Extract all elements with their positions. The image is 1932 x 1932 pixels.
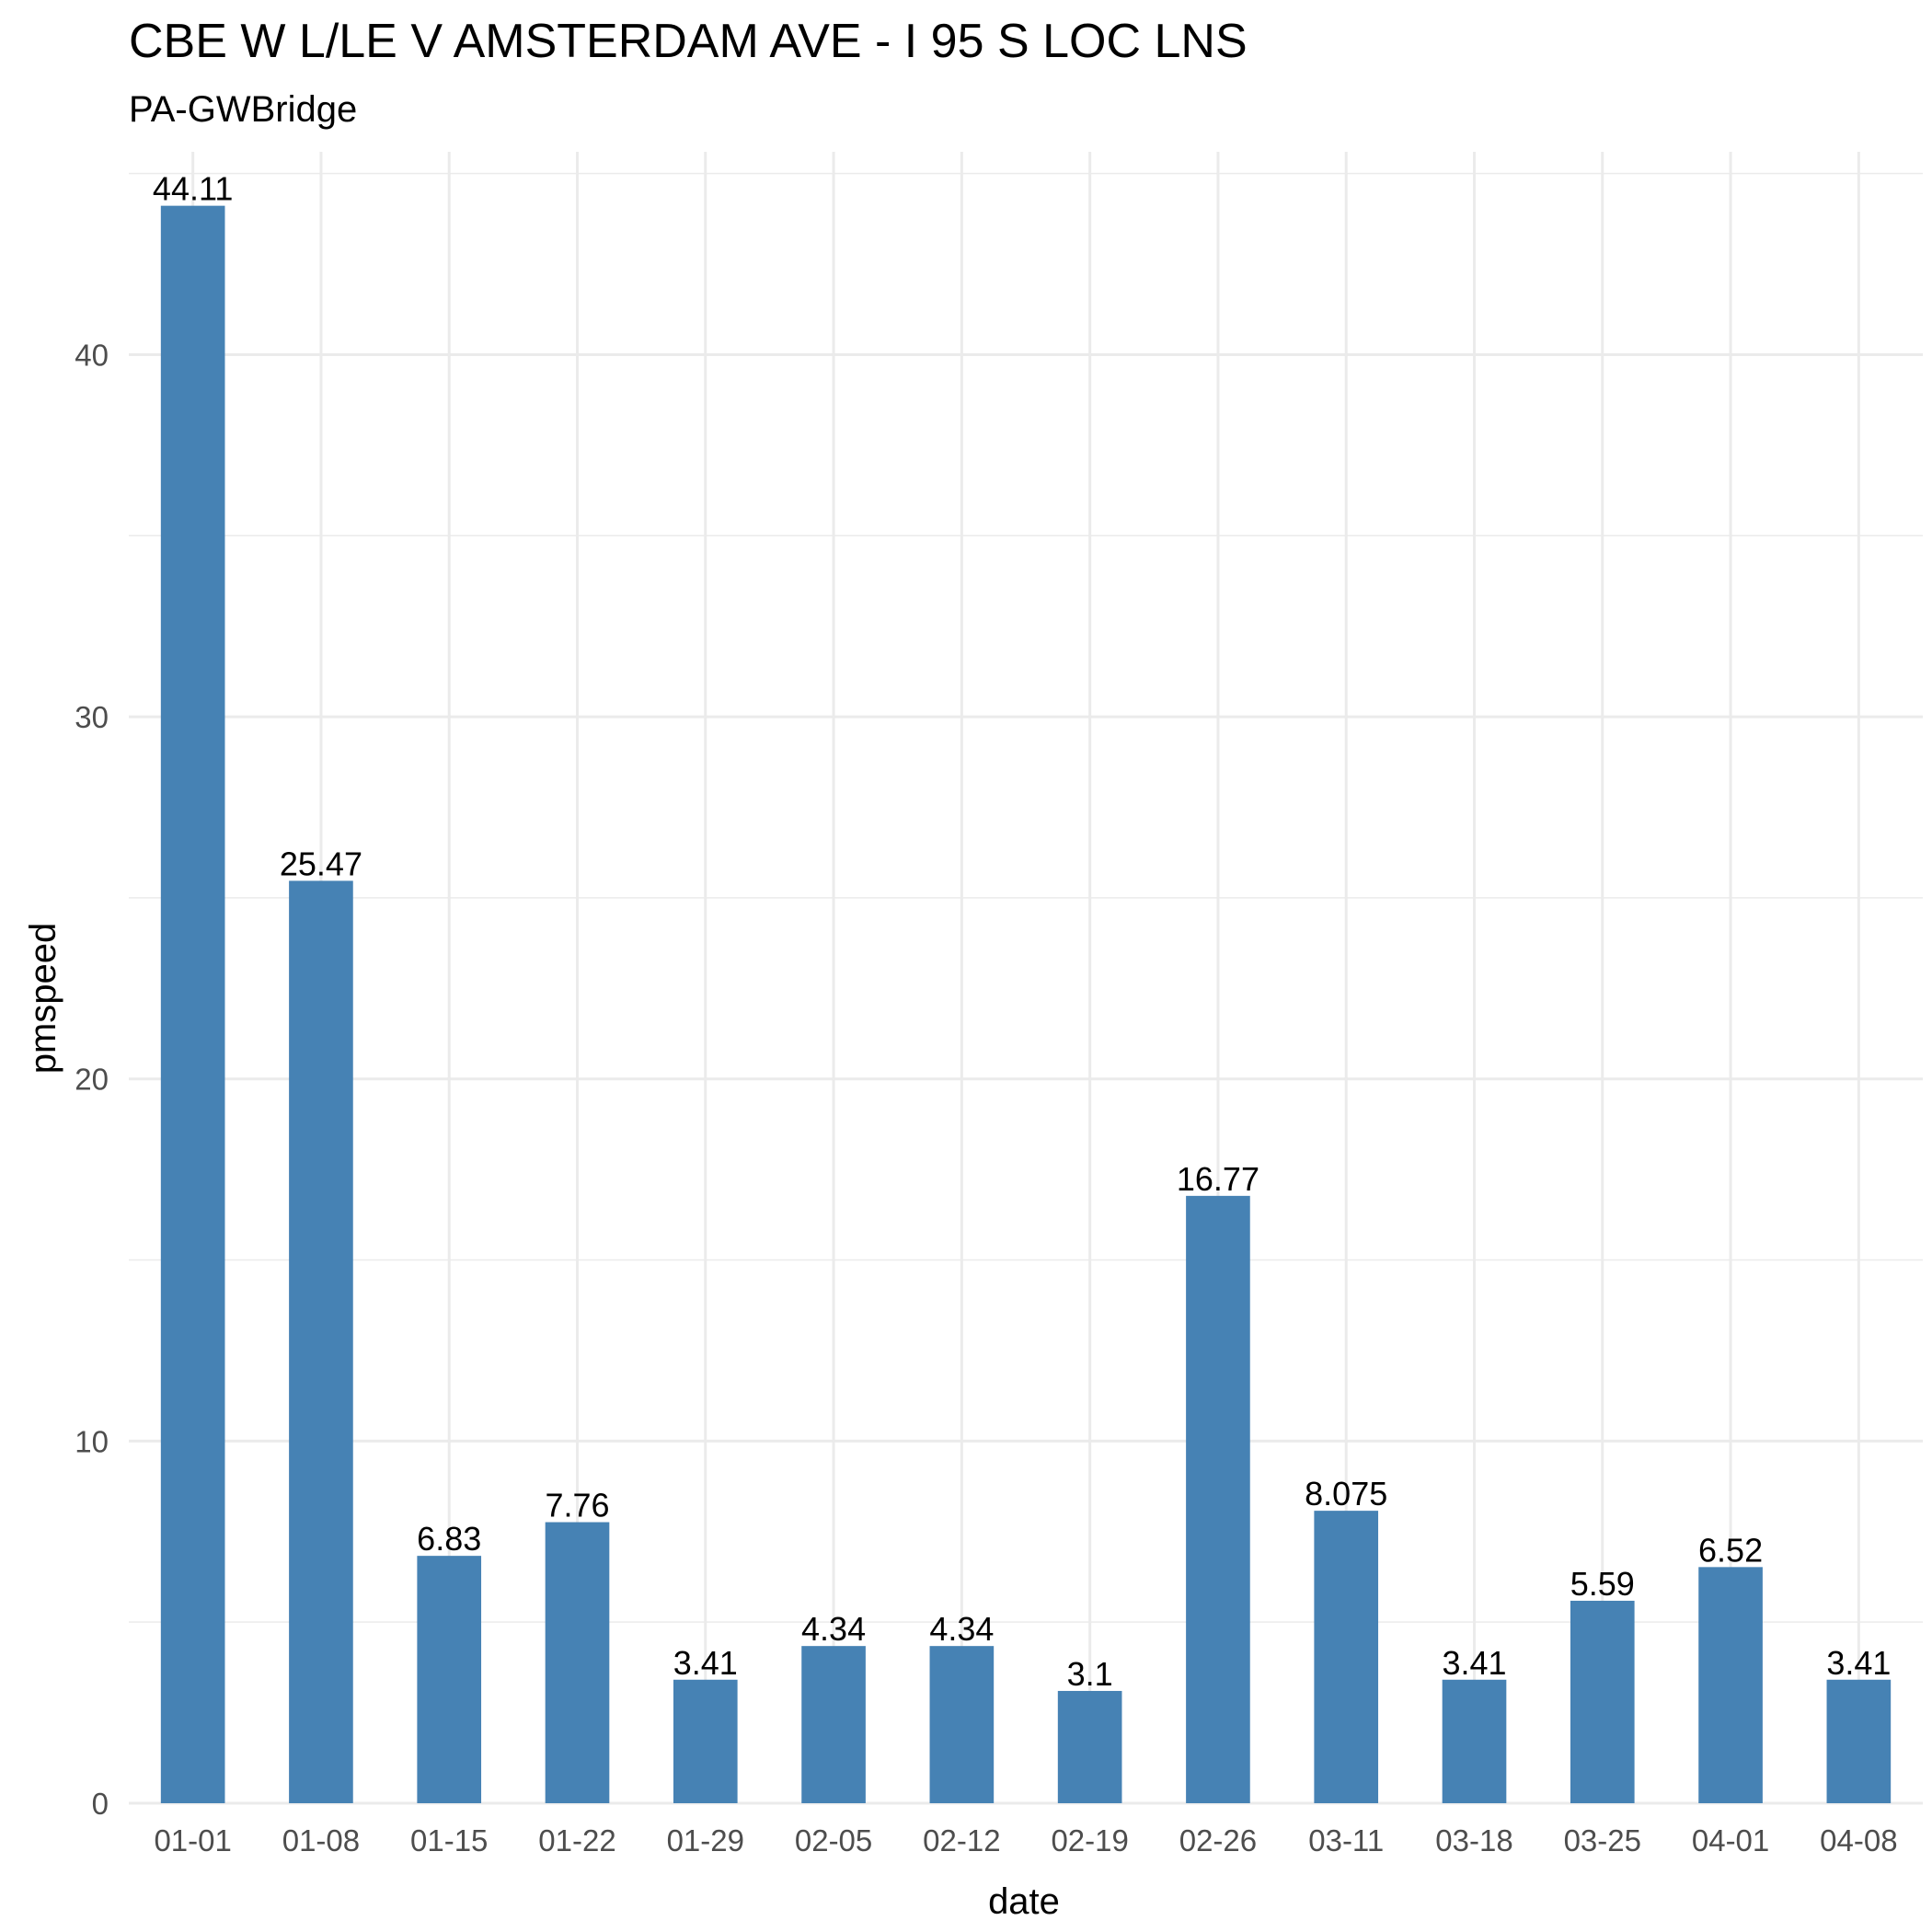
bar-value-label: 4.34 — [801, 1610, 866, 1648]
x-tick-label: 01-29 — [667, 1823, 744, 1857]
y-tick-label: 0 — [92, 1787, 109, 1821]
x-tick-label: 01-08 — [282, 1823, 360, 1857]
bar — [1057, 1690, 1122, 1803]
y-tick-label: 10 — [75, 1424, 109, 1458]
bar-value-label: 6.52 — [1698, 1531, 1763, 1569]
y-tick-label: 20 — [75, 1063, 109, 1097]
y-tick-label: 40 — [75, 338, 109, 372]
y-axis-title: pmspeed — [23, 923, 63, 1075]
bar — [289, 880, 353, 1803]
y-tick-label: 30 — [75, 700, 109, 734]
bar — [1698, 1567, 1763, 1803]
x-tick-label: 04-01 — [1692, 1823, 1769, 1857]
y-axis-tick-labels: 0 10 20 30 40 — [75, 338, 109, 1821]
bar-value-label: 5.59 — [1570, 1565, 1635, 1603]
bars — [160, 205, 1892, 1804]
x-tick-label: 03-18 — [1435, 1823, 1512, 1857]
bar-value-label: 3.41 — [1442, 1644, 1506, 1682]
data-labels: 44.11 25.47 6.83 7.76 3.41 4.34 4.34 3.1 16.77 8.… — [153, 170, 1891, 1693]
bar — [673, 1679, 738, 1803]
bar — [1570, 1600, 1635, 1803]
x-axis-tick-labels: 01-01 01-08 01-15 01-22 01-29 02-05 02-12 02-19… — [154, 1823, 1897, 1857]
bar-value-label: 3.1 — [1067, 1655, 1113, 1693]
bar — [801, 1646, 866, 1803]
x-tick-label: 03-25 — [1564, 1823, 1641, 1857]
x-tick-label: 02-19 — [1051, 1823, 1128, 1857]
bar — [160, 205, 225, 1804]
x-tick-label: 02-12 — [923, 1823, 1000, 1857]
bar-value-label: 3.41 — [673, 1644, 738, 1682]
bar — [417, 1556, 482, 1803]
x-tick-label: 03-11 — [1308, 1823, 1384, 1857]
bar — [929, 1646, 995, 1803]
bar — [1186, 1195, 1250, 1803]
bar — [1314, 1511, 1379, 1803]
x-tick-label: 04-08 — [1820, 1823, 1897, 1857]
bar-value-label: 8.075 — [1305, 1475, 1387, 1512]
bar-value-label: 44.11 — [153, 170, 233, 208]
bar-value-label: 25.47 — [280, 845, 362, 882]
bar — [1442, 1679, 1507, 1803]
x-tick-label: 01-01 — [154, 1823, 231, 1857]
x-tick-label: 02-05 — [795, 1823, 872, 1857]
bar-value-label: 3.41 — [1826, 1644, 1891, 1682]
bar-value-label: 7.76 — [545, 1487, 609, 1524]
chart-title: CBE W L/LE V AMSTERDAM AVE - I 95 S LOC … — [129, 15, 1248, 68]
x-tick-label: 02-26 — [1179, 1823, 1257, 1857]
bar-value-label: 4.34 — [929, 1610, 994, 1648]
x-axis-title: date — [988, 1881, 1060, 1922]
bar — [545, 1522, 610, 1803]
x-tick-label: 01-15 — [410, 1823, 488, 1857]
x-tick-label: 01-22 — [538, 1823, 615, 1857]
bar-value-label: 6.83 — [417, 1520, 481, 1558]
chart-subtitle: PA-GWBridge — [129, 89, 357, 130]
bar — [1826, 1679, 1892, 1803]
bar-value-label: 16.77 — [1177, 1160, 1259, 1198]
